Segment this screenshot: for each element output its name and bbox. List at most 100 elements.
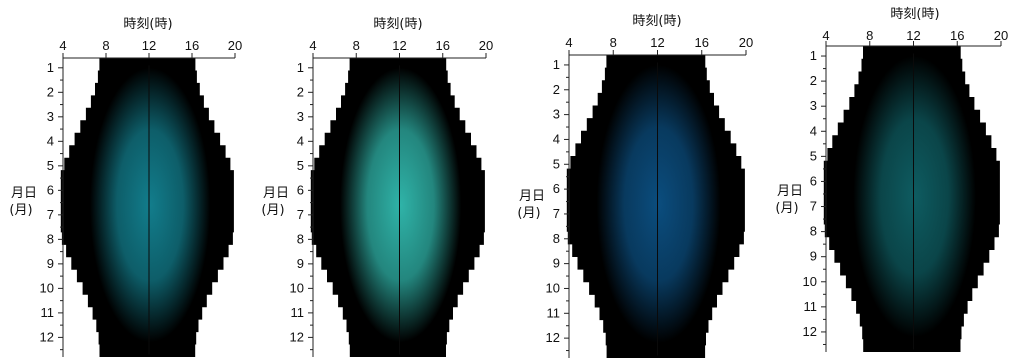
x-tick-label: 4 — [309, 38, 316, 53]
y-tick-label: 5 — [297, 158, 304, 173]
y-tick-label: 10 — [546, 280, 560, 295]
x-tick-label: 4 — [822, 28, 829, 43]
panel-1-title: 時刻(時) — [123, 17, 172, 32]
x-tick-label: 8 — [353, 38, 360, 53]
y-tick-label: 9 — [810, 249, 817, 264]
y-tick-label: 3 — [810, 98, 817, 113]
y-tick-label: 12 — [546, 330, 560, 345]
y-tick-label: 2 — [553, 82, 560, 97]
y-tick-label: 2 — [297, 84, 304, 99]
y-tick-label: 4 — [297, 133, 304, 148]
panel-4-heatmap — [823, 46, 1000, 352]
y-tick-label: 6 — [297, 182, 304, 197]
panel-3-heatmap — [566, 55, 745, 358]
y-tick-label: 1 — [810, 48, 817, 63]
panel-3-ylabel: 月日 (月) — [517, 189, 545, 221]
y-tick-label: 10 — [40, 280, 54, 295]
x-tick-label: 20 — [739, 35, 753, 50]
x-tick-label: 16 — [436, 38, 450, 53]
x-tick-label: 4 — [565, 35, 572, 50]
y-tick-label: 3 — [553, 107, 560, 122]
x-tick-label: 20 — [479, 38, 493, 53]
y-tick-label: 2 — [47, 84, 54, 99]
x-tick-label: 20 — [994, 28, 1008, 43]
y-tick-label: 12 — [290, 329, 304, 344]
x-tick-label: 12 — [392, 38, 406, 53]
y-tick-label: 7 — [297, 207, 304, 222]
x-tick-label: 4 — [59, 38, 66, 53]
y-tick-label: 5 — [47, 158, 54, 173]
x-tick-label: 12 — [650, 35, 664, 50]
x-tick-label: 8 — [610, 35, 617, 50]
y-tick-label: 1 — [297, 60, 304, 75]
panel-1-ylabel-line1: 月日 — [11, 186, 37, 201]
y-tick-label: 12 — [803, 324, 817, 339]
y-tick-label: 9 — [47, 256, 54, 271]
y-tick-label: 4 — [553, 131, 560, 146]
y-tick-label: 11 — [291, 305, 305, 320]
y-tick-label: 8 — [47, 231, 54, 246]
y-tick-label: 9 — [553, 256, 560, 271]
y-tick-label: 8 — [553, 231, 560, 246]
x-tick-label: 16 — [695, 35, 709, 50]
y-tick-label: 11 — [804, 299, 818, 314]
panel-1-ylabel: 月日 (月) — [9, 186, 37, 218]
y-tick-label: 6 — [47, 182, 54, 197]
panel-3-ylabel-line1: 月日 — [519, 189, 545, 204]
x-tick-label: 20 — [228, 38, 242, 53]
intensity-glow — [853, 56, 976, 337]
y-tick-label: 2 — [810, 73, 817, 88]
y-tick-label: 3 — [47, 109, 54, 124]
y-tick-label: 7 — [47, 207, 54, 222]
panel-4-title: 時刻(時) — [890, 7, 939, 22]
y-tick-label: 7 — [810, 199, 817, 214]
x-tick-label: 16 — [950, 28, 964, 43]
panel-2-heatmap — [310, 58, 485, 357]
y-tick-label: 7 — [553, 206, 560, 221]
panel-2-ylabel-line2: (月) — [261, 203, 284, 218]
panel-2-title: 時刻(時) — [373, 17, 422, 32]
panel-2-ylabel-line1: 月日 — [263, 186, 289, 201]
y-tick-label: 3 — [297, 109, 304, 124]
y-tick-label: 4 — [47, 133, 54, 148]
intensity-glow — [340, 67, 462, 343]
x-tick-label: 8 — [102, 38, 109, 53]
y-tick-label: 11 — [41, 305, 55, 320]
intensity-glow — [596, 64, 721, 344]
x-tick-label: 8 — [866, 28, 873, 43]
y-tick-label: 5 — [810, 148, 817, 163]
y-tick-label: 8 — [297, 231, 304, 246]
panel-2-ylabel: 月日 (月) — [261, 186, 289, 218]
intensity-glow — [89, 67, 211, 343]
y-tick-label: 10 — [803, 274, 817, 289]
y-tick-label: 6 — [810, 173, 817, 188]
panel-3-title: 時刻(時) — [632, 14, 681, 29]
y-tick-label: 4 — [810, 123, 817, 138]
y-tick-label: 6 — [553, 181, 560, 196]
panel-4-ylabel-line1: 月日 — [777, 184, 803, 199]
panel-4-ylabel: 月日 (月) — [775, 184, 803, 216]
panel-4-ylabel-line2: (月) — [775, 201, 798, 216]
y-tick-label: 1 — [47, 60, 54, 75]
x-tick-label: 12 — [906, 28, 920, 43]
panel-1-ylabel-line2: (月) — [9, 203, 32, 218]
y-tick-label: 1 — [553, 57, 560, 72]
y-tick-label: 5 — [553, 156, 560, 171]
y-tick-label: 11 — [547, 305, 561, 320]
panel-1-heatmap — [60, 58, 234, 357]
y-tick-label: 12 — [40, 329, 54, 344]
x-tick-label: 16 — [185, 38, 199, 53]
y-tick-label: 10 — [290, 280, 304, 295]
y-tick-label: 8 — [810, 224, 817, 239]
y-tick-label: 9 — [297, 256, 304, 271]
x-tick-label: 12 — [142, 38, 156, 53]
